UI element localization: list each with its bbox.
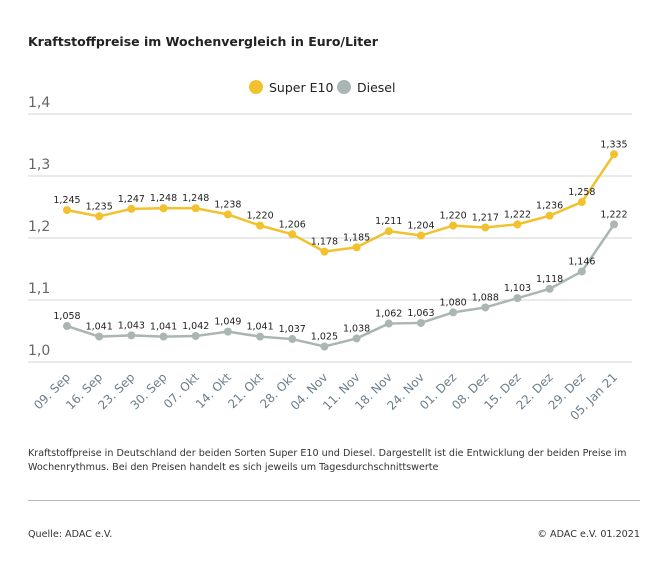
data-point: [577, 267, 586, 276]
source-label: Quelle: ADAC e.V.: [28, 529, 113, 540]
data-point: [256, 221, 265, 230]
data-label: 1,220: [246, 211, 273, 222]
data-label: 1,103: [504, 283, 531, 294]
data-label: 1,206: [279, 219, 306, 230]
data-point: [95, 332, 104, 341]
data-label: 1,211: [375, 216, 402, 227]
data-point: [191, 331, 200, 340]
data-point: [352, 334, 361, 343]
chart-title: Kraftstoffpreise im Wochenvergleich in E…: [28, 34, 378, 49]
data-point: [191, 204, 200, 213]
data-point: [610, 220, 618, 229]
data-point: [384, 227, 393, 236]
legend-label: Diesel: [357, 80, 395, 95]
y-tick-label: 1,0: [28, 343, 50, 359]
data-label: 1,248: [150, 193, 177, 204]
data-point: [481, 303, 490, 312]
data-point: [95, 212, 104, 221]
data-label: 1,146: [568, 256, 595, 267]
data-label: 1,038: [343, 323, 370, 334]
data-label: 1,236: [536, 201, 563, 212]
data-label: 1,042: [182, 321, 209, 332]
data-point: [223, 327, 232, 336]
data-label: 1,335: [600, 139, 627, 150]
legend-marker: [337, 80, 351, 94]
data-point: [513, 294, 522, 303]
data-label: 1,222: [504, 209, 531, 220]
data-point: [288, 335, 297, 344]
data-point: [63, 206, 71, 215]
data-label: 1,041: [150, 322, 177, 333]
data-point: [610, 150, 618, 159]
data-point: [545, 211, 554, 220]
data-point: [577, 198, 586, 207]
footnote: Kraftstoffpreise in Deutschland der beid…: [28, 448, 627, 473]
data-label: 1,062: [375, 309, 402, 320]
data-point: [416, 231, 425, 240]
data-point: [159, 204, 168, 213]
data-label: 1,258: [568, 187, 595, 198]
data-point: [223, 210, 232, 219]
data-label: 1,041: [86, 322, 113, 333]
series-line: [66, 223, 616, 348]
data-point: [63, 322, 71, 331]
series-line: [66, 153, 616, 253]
data-label: 1,245: [53, 195, 80, 206]
y-tick-label: 1,4: [28, 95, 50, 111]
data-label: 1,041: [246, 322, 273, 333]
data-label: 1,247: [118, 194, 145, 205]
data-point: [288, 230, 297, 239]
data-point: [449, 221, 458, 230]
data-label: 1,178: [311, 237, 338, 248]
data-point: [320, 342, 329, 351]
data-point: [320, 247, 329, 256]
divider: [28, 500, 640, 501]
data-label: 1,185: [343, 232, 370, 243]
data-label: 1,088: [472, 292, 499, 303]
y-tick-label: 1,1: [28, 281, 50, 297]
data-label: 1,080: [440, 297, 467, 308]
data-label: 1,118: [536, 274, 563, 285]
data-label: 1,025: [311, 332, 338, 343]
data-label: 1,217: [472, 212, 499, 223]
data-point: [127, 331, 136, 340]
data-label: 1,058: [53, 311, 80, 322]
y-tick-label: 1,3: [28, 157, 50, 173]
data-label: 1,235: [86, 201, 113, 212]
data-label: 1,222: [600, 209, 627, 220]
data-label: 1,037: [279, 324, 306, 335]
legend-label: Super E10: [269, 80, 333, 95]
copyright-label: © ADAC e.V. 01.2021: [537, 529, 640, 540]
data-point: [513, 220, 522, 229]
data-label: 1,043: [118, 320, 145, 331]
data-point: [545, 284, 554, 293]
legend-marker: [249, 80, 263, 94]
data-label: 1,220: [440, 211, 467, 222]
data-point: [159, 332, 168, 341]
data-point: [256, 332, 265, 341]
data-point: [352, 243, 361, 252]
y-tick-label: 1,2: [28, 219, 50, 235]
data-label: 1,049: [214, 317, 241, 328]
data-point: [481, 223, 490, 232]
data-label: 1,248: [182, 193, 209, 204]
data-point: [384, 319, 393, 328]
data-point: [449, 308, 458, 317]
data-label: 1,063: [407, 308, 434, 319]
data-point: [127, 204, 136, 213]
data-label: 1,204: [407, 221, 434, 232]
data-label: 1,238: [214, 199, 241, 210]
data-point: [416, 318, 425, 327]
